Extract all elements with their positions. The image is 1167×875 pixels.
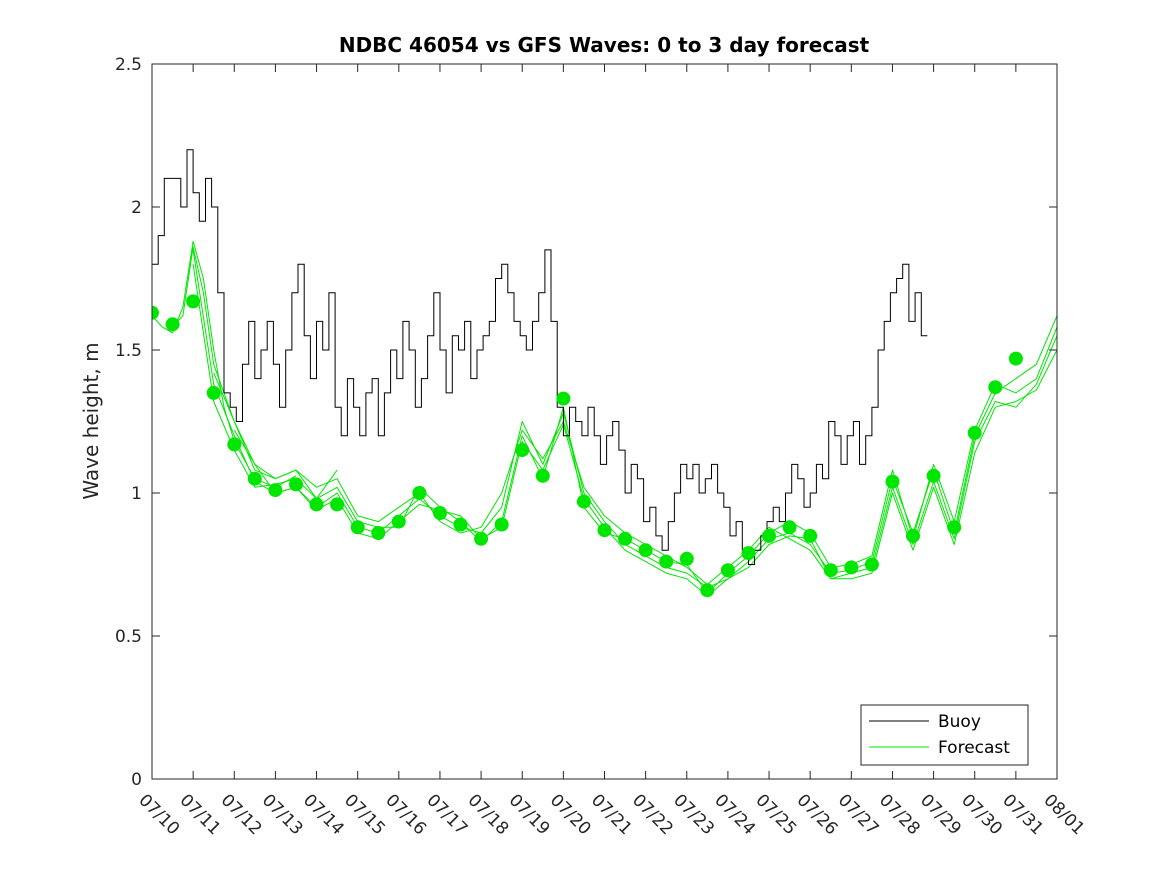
forecast-point	[926, 468, 941, 483]
forecast-point	[782, 520, 797, 535]
forecast-point	[638, 543, 653, 558]
forecast-point	[988, 380, 1003, 395]
y-tick-label: 1.5	[115, 341, 142, 361]
forecast-point	[433, 506, 447, 520]
forecast-point	[823, 563, 838, 578]
forecast-point	[906, 528, 920, 543]
y-axis: 0 0.5 1 1.5 2 2.5	[115, 55, 1057, 790]
y-tick-label: 1	[131, 484, 142, 504]
legend-forecast-label: Forecast	[938, 738, 1010, 758]
forecast-point	[247, 471, 262, 486]
forecast-point	[494, 517, 509, 532]
forecast-point	[844, 560, 859, 575]
forecast-point	[535, 468, 550, 483]
chart-title: NDBC 46054 vs GFS Waves: 0 to 3 day fore…	[339, 33, 870, 57]
forecast-point	[227, 437, 242, 452]
forecast-point	[165, 317, 180, 332]
forecast-point	[371, 526, 386, 540]
forecast-point	[391, 514, 406, 529]
forecast-run-line-5	[233, 349, 1057, 597]
forecast-point	[967, 425, 982, 440]
forecast-point	[741, 546, 756, 561]
forecast-point	[206, 385, 221, 400]
y-axis-label: Wave height, m	[79, 342, 103, 499]
legend-buoy-label: Buoy	[938, 712, 981, 732]
forecast-point	[412, 486, 427, 500]
forecast-point	[453, 517, 468, 532]
forecast-point	[597, 523, 612, 538]
forecast-point	[350, 520, 365, 535]
forecast-point	[885, 474, 900, 489]
forecast-point	[289, 477, 303, 492]
forecast-point	[515, 443, 530, 458]
forecast-point	[152, 305, 159, 320]
forecast-point	[556, 391, 571, 406]
y-tick-label: 2.5	[115, 55, 142, 75]
legend: Buoy Forecast	[860, 704, 1029, 766]
forecast-point	[309, 497, 324, 512]
forecast-point	[947, 520, 962, 535]
forecast-point	[576, 494, 591, 509]
forecast-point	[720, 563, 735, 578]
forecast-point	[330, 497, 345, 512]
forecast-point	[1008, 351, 1023, 366]
y-tick-label: 2	[131, 198, 142, 218]
forecast-point	[679, 551, 694, 566]
forecast-point	[659, 554, 674, 569]
forecast-point	[618, 531, 633, 546]
buoy-line	[152, 149, 928, 565]
forecast-point	[762, 528, 776, 543]
forecast-points	[152, 294, 1023, 598]
forecast-point	[268, 483, 283, 498]
y-tick-label: 0.5	[115, 627, 142, 647]
forecast-run-line-1	[172, 246, 338, 500]
forecast-point	[186, 294, 201, 309]
y-tick-label: 0	[131, 770, 142, 790]
forecast-point	[700, 583, 715, 598]
forecast-point	[864, 557, 879, 572]
forecast-point	[803, 528, 818, 543]
forecast-point	[474, 531, 489, 546]
legend-box	[860, 704, 1029, 766]
buoy-series	[152, 149, 928, 565]
